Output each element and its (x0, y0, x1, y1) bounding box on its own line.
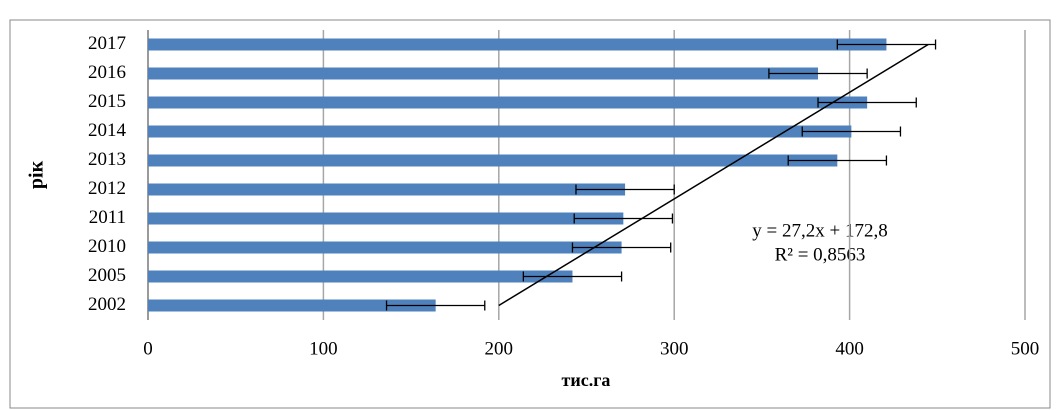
trend-r-squared: R² = 0,8563 (775, 244, 866, 265)
bar (148, 183, 626, 196)
x-axis-label: тис.га (562, 370, 611, 390)
error-bar (787, 155, 888, 166)
y-tick-label: 2014 (88, 120, 127, 141)
trend-line (498, 43, 929, 307)
bar (148, 67, 819, 80)
error-bar (768, 68, 868, 79)
bar (148, 299, 436, 312)
x-tick-label: 400 (835, 338, 864, 359)
y-tick-label: 2011 (89, 207, 126, 228)
error-bar (573, 213, 674, 224)
y-axis-label: рік (26, 160, 48, 189)
error-bar (801, 126, 902, 137)
x-tick-label: 0 (143, 338, 153, 359)
bar (148, 96, 868, 109)
y-tick-label: 2002 (88, 294, 126, 315)
trend-equation: y = 27,2x + 172,8 (752, 220, 887, 241)
x-tick-label: 200 (485, 338, 514, 359)
x-tick-label: 100 (309, 338, 338, 359)
bar (148, 270, 573, 283)
bar (148, 38, 887, 51)
x-tick-label: 500 (1011, 338, 1040, 359)
bar (148, 125, 852, 138)
x-tick-label: 300 (660, 338, 689, 359)
error-bar (571, 242, 672, 253)
bar (148, 241, 622, 254)
y-tick-label: 2017 (88, 33, 126, 54)
y-tick-label: 2015 (88, 91, 126, 112)
bar (148, 154, 838, 167)
y-tick-label: 2005 (88, 265, 126, 286)
error-bar (385, 300, 486, 311)
y-tick-label: 2010 (88, 236, 126, 257)
y-tick-label: 2016 (88, 62, 126, 83)
error-bar (817, 97, 917, 108)
error-bar (836, 39, 937, 50)
bar (148, 212, 624, 225)
error-bar (575, 184, 675, 195)
y-tick-label: 2012 (88, 178, 126, 199)
y-tick-label: 2013 (88, 149, 126, 170)
error-bar (522, 271, 623, 282)
